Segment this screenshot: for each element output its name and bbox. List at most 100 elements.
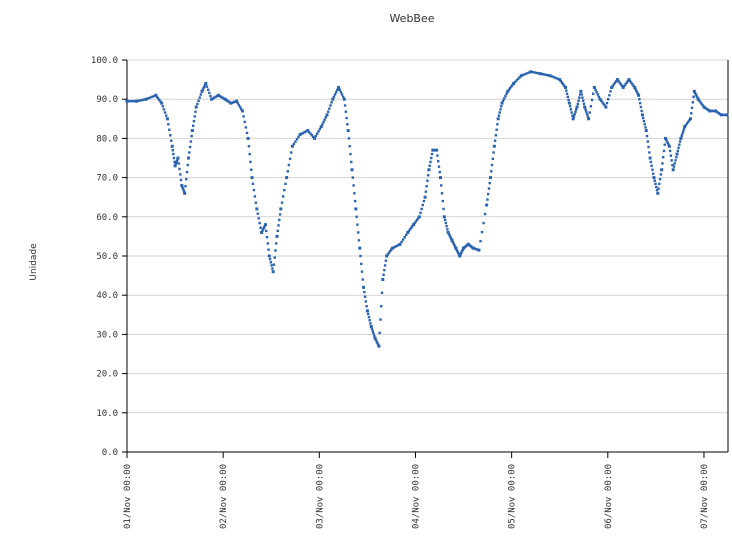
data-point <box>135 99 139 103</box>
data-point <box>131 99 134 103</box>
data-point <box>561 83 565 86</box>
data-point <box>346 123 349 126</box>
data-point <box>446 230 450 234</box>
data-point <box>443 218 447 222</box>
data-points <box>125 70 729 348</box>
data-point <box>578 93 582 96</box>
data-point <box>410 226 413 229</box>
data-point <box>373 336 377 340</box>
data-point <box>437 165 441 168</box>
data-point <box>177 162 180 165</box>
data-point <box>543 73 546 76</box>
data-point <box>169 134 172 137</box>
data-point <box>417 215 421 219</box>
data-point <box>176 156 180 160</box>
data-point <box>656 191 660 195</box>
grid <box>127 59 728 414</box>
data-point <box>411 225 414 228</box>
data-point <box>701 104 705 107</box>
data-point <box>265 229 268 233</box>
data-point <box>317 130 320 133</box>
data-point <box>280 201 284 204</box>
data-point <box>612 83 616 86</box>
data-point <box>332 95 336 99</box>
data-point <box>602 102 605 106</box>
data-point <box>333 93 337 96</box>
data-point <box>363 290 366 294</box>
data-point <box>200 89 204 93</box>
data-point <box>348 145 351 148</box>
data-point <box>491 157 494 160</box>
data-point <box>359 254 362 258</box>
y-tick-label: 50.0 <box>96 252 118 262</box>
data-point <box>261 228 265 231</box>
data-point <box>154 93 158 97</box>
data-point <box>430 156 433 160</box>
data-point <box>461 248 464 251</box>
data-point <box>577 99 580 102</box>
data-point <box>254 201 258 204</box>
data-point <box>323 118 326 121</box>
data-point <box>237 103 241 107</box>
data-point <box>505 92 508 95</box>
data-point <box>490 163 494 167</box>
data-point <box>523 72 527 76</box>
data-point <box>352 184 355 187</box>
data-point <box>310 134 314 137</box>
x-tick-label: 07/Nov 00:00 <box>700 464 710 529</box>
data-point <box>455 248 458 251</box>
data-point <box>490 170 493 173</box>
data-point <box>379 318 382 321</box>
data-point <box>377 344 381 348</box>
data-point <box>617 79 620 83</box>
data-point <box>206 88 210 91</box>
data-point <box>628 79 632 83</box>
data-point <box>346 129 350 133</box>
data-point <box>436 154 439 157</box>
data-point <box>355 215 358 218</box>
data-point <box>453 245 457 248</box>
y-tick-label: 20.0 <box>96 370 118 380</box>
data-point <box>438 176 442 180</box>
data-point <box>266 242 269 245</box>
data-point <box>198 96 201 99</box>
data-point <box>477 248 481 252</box>
data-point <box>554 76 558 80</box>
data-point <box>550 75 554 78</box>
data-point <box>185 170 189 174</box>
data-point <box>678 143 681 146</box>
data-point <box>519 74 523 78</box>
data-point <box>313 136 317 140</box>
data-point <box>340 93 344 96</box>
data-point <box>583 105 587 109</box>
data-point <box>685 122 689 125</box>
data-point <box>182 188 185 192</box>
data-point <box>493 139 497 142</box>
data-point <box>556 77 559 81</box>
data-point <box>413 221 416 225</box>
data-point <box>659 173 663 176</box>
data-point <box>170 139 173 142</box>
axes <box>122 59 729 458</box>
data-point <box>350 168 354 172</box>
data-point <box>186 163 189 167</box>
data-point <box>511 83 514 87</box>
data-point <box>545 73 548 77</box>
data-point <box>675 152 679 156</box>
data-point <box>566 95 569 99</box>
data-point <box>143 98 146 101</box>
data-point <box>638 101 642 105</box>
data-point <box>488 176 492 180</box>
data-point <box>590 98 594 102</box>
data-point <box>353 199 357 203</box>
data-point <box>591 92 595 95</box>
data-point <box>447 232 451 236</box>
data-point <box>725 113 729 117</box>
data-point <box>422 199 426 203</box>
data-point <box>507 88 511 91</box>
data-point <box>271 267 274 270</box>
data-point <box>691 101 695 104</box>
data-point <box>328 107 331 110</box>
data-point <box>383 264 387 267</box>
data-point <box>538 72 542 76</box>
